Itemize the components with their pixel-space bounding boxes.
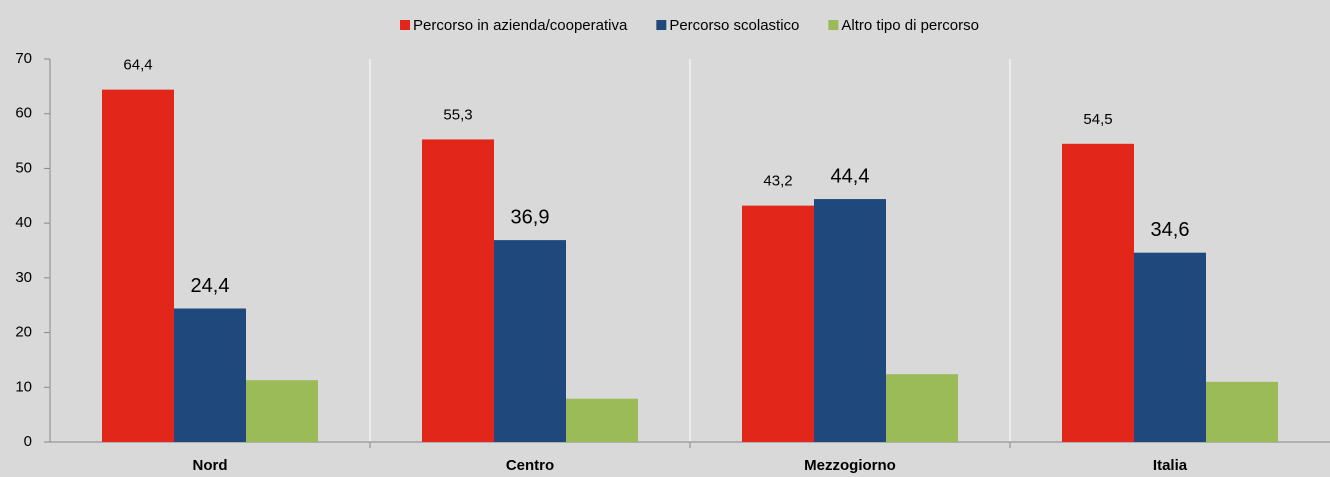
y-tick-label: 20 — [15, 324, 32, 341]
legend-swatch — [400, 20, 411, 30]
data-label: 24,4 — [191, 275, 230, 297]
x-tick-label: Mezzogiorno — [804, 457, 896, 474]
x-tick-label: Centro — [506, 457, 554, 474]
data-label: 36,9 — [511, 206, 550, 228]
bar — [1206, 381, 1278, 442]
bar — [174, 308, 246, 442]
y-tick-label: 40 — [15, 214, 32, 231]
legend-swatch — [828, 20, 839, 30]
x-tick-label: Italia — [1153, 457, 1188, 474]
y-tick-label: 10 — [15, 378, 32, 395]
x-tick-label: Nord — [193, 457, 228, 474]
bar — [494, 240, 566, 442]
bar — [886, 374, 958, 442]
bar — [742, 205, 814, 442]
legend-swatch — [656, 20, 667, 30]
data-label: 44,4 — [831, 165, 870, 187]
bar — [1134, 252, 1206, 442]
bar — [1062, 143, 1134, 443]
legend-label: Altro tipo di percorso — [841, 17, 979, 34]
data-label: 43,2 — [763, 173, 792, 190]
bar — [246, 380, 318, 442]
data-label: 54,5 — [1083, 111, 1112, 128]
y-tick-label: 0 — [24, 433, 32, 450]
legend-label: Percorso scolastico — [669, 17, 799, 34]
y-tick-label: 70 — [15, 50, 32, 67]
bar — [814, 199, 886, 442]
data-label: 55,3 — [443, 106, 472, 123]
data-label: 34,6 — [1151, 219, 1190, 241]
y-tick-label: 50 — [15, 159, 32, 176]
bar — [566, 398, 638, 442]
y-tick-label: 60 — [15, 105, 32, 122]
legend-label: Percorso in azienda/cooperativa — [413, 17, 628, 34]
bar — [422, 139, 494, 442]
bar — [102, 89, 174, 442]
data-label: 64,4 — [123, 57, 152, 74]
y-tick-label: 30 — [15, 269, 32, 286]
